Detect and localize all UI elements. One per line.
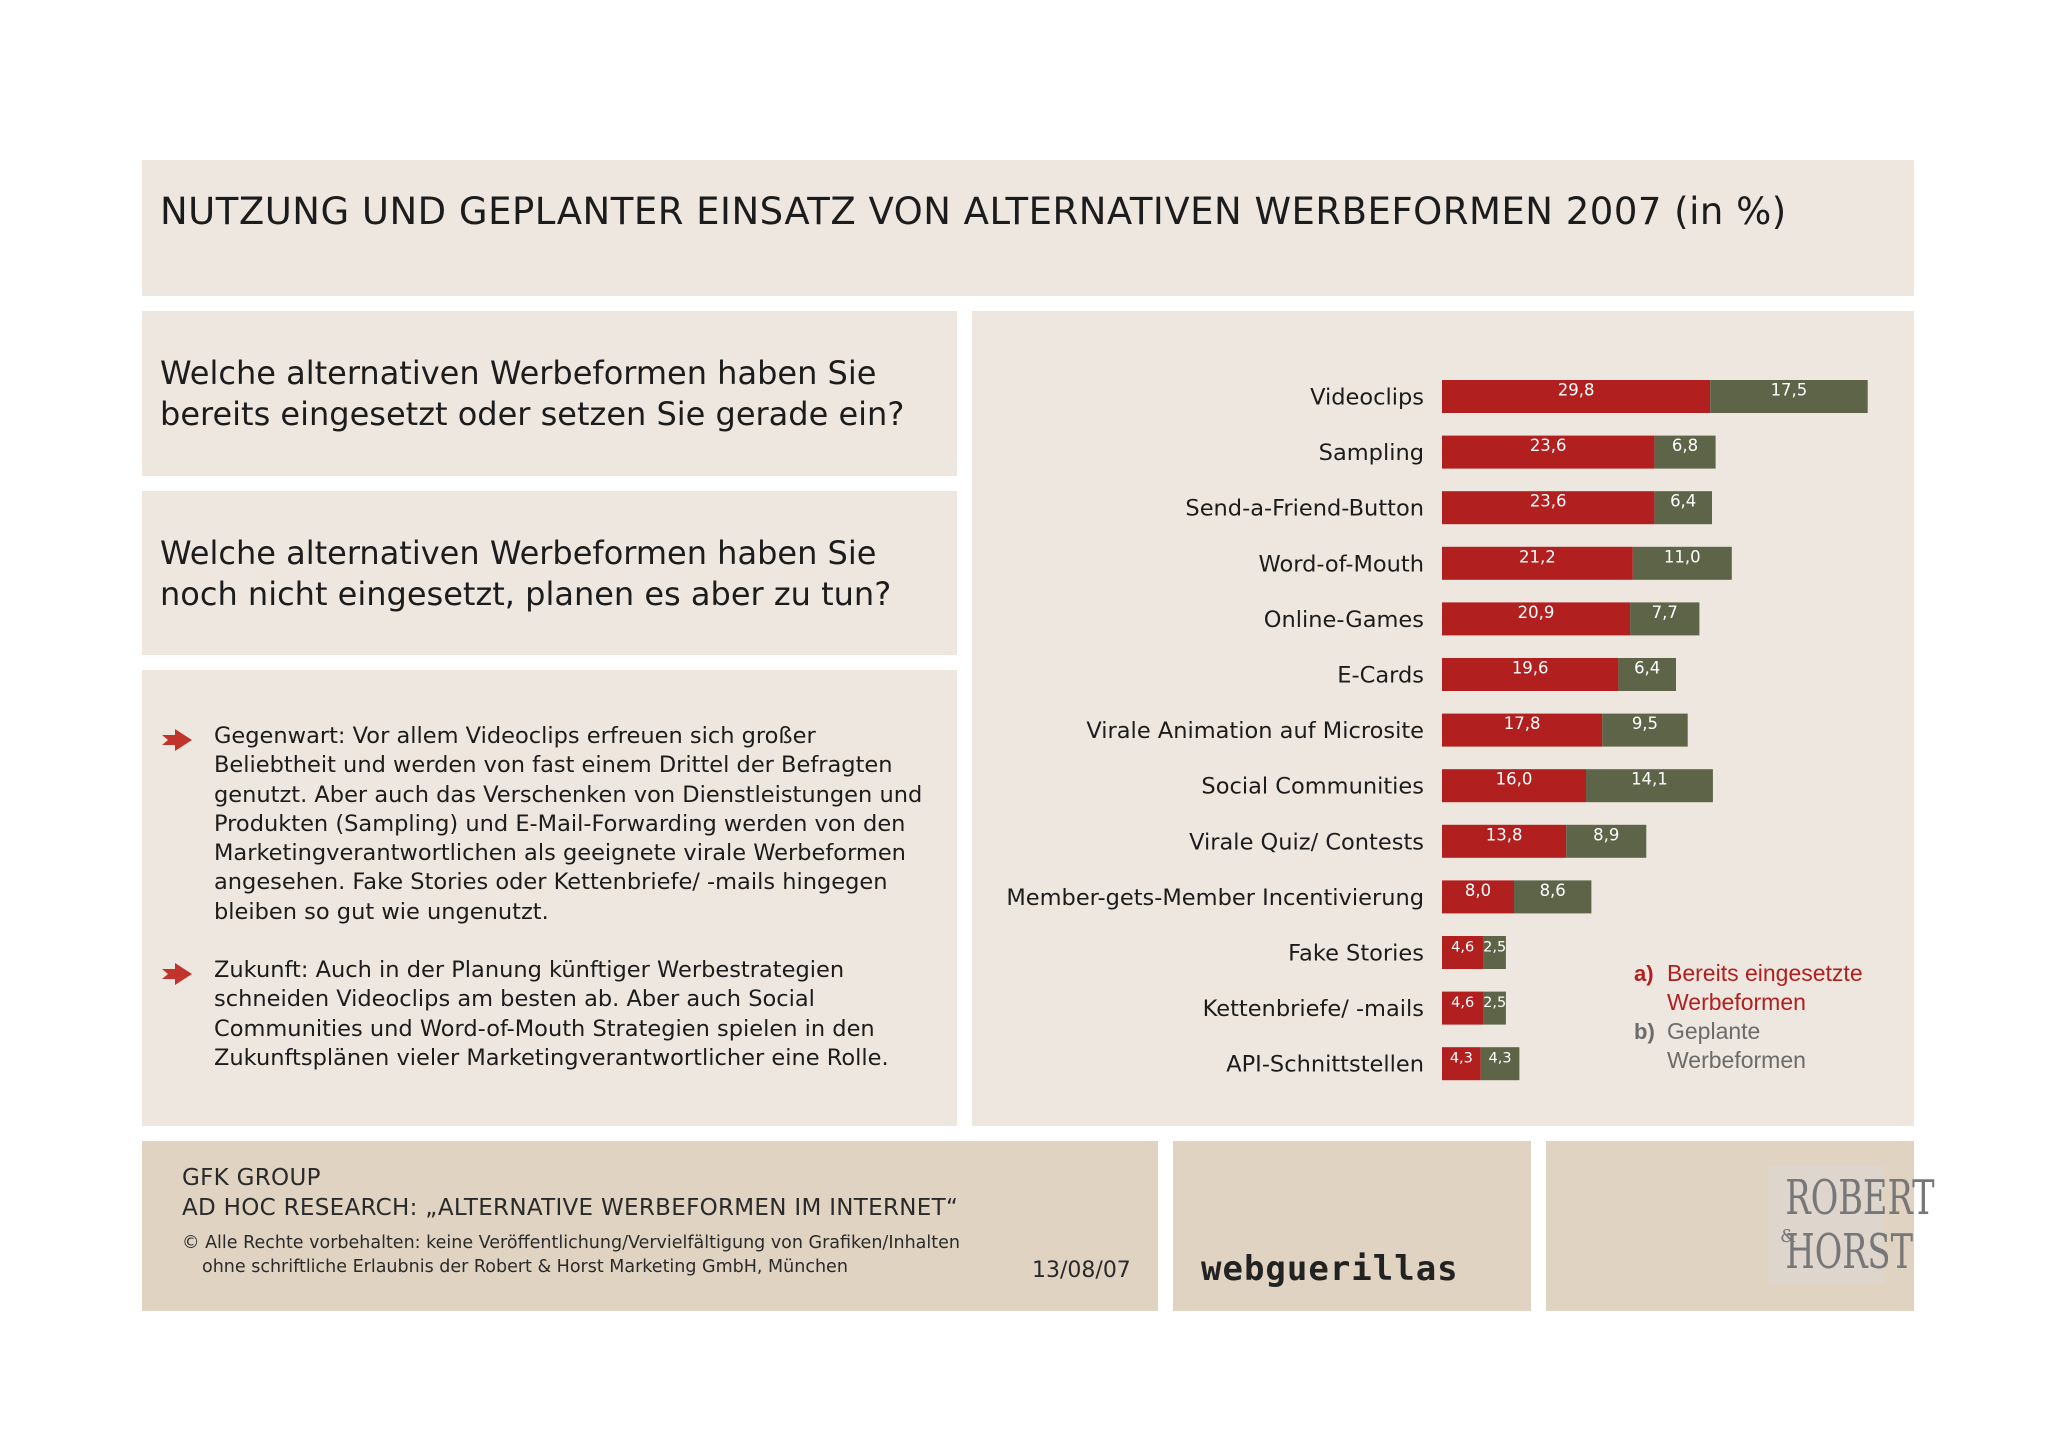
bar-series-a [1442,880,1514,914]
bar-series-b [1483,936,1506,969]
question-2-panel: Welche alternativen Werbeformen haben Si… [142,491,957,655]
data-label-series-a: 23,6 [1530,492,1567,511]
data-label-series-b: 8,9 [1593,825,1619,844]
data-label-series-b: 14,1 [1631,770,1668,789]
legend-marker-b: b) [1634,1019,1655,1044]
footer-date: 13/08/07 [1032,1258,1131,1283]
data-label-series-b: 6,4 [1670,492,1696,511]
footer-brand-panel: ROBERT & HORST [1546,1141,1935,1311]
category-label: Fake Stories [1288,941,1424,967]
category-label: Virale Animation auf Microsite [1086,718,1424,744]
bar-series-a [1442,991,1484,1025]
robert-horst-logo: ROBERT & HORST [1768,1166,1935,1284]
data-label-series-b: 9,5 [1632,714,1658,733]
data-label-series-b: 4,3 [1489,1051,1512,1067]
bar-series-a [1442,658,1619,691]
footer-partner-panel: webguerillas [1173,1141,1531,1311]
bar-series-b [1654,491,1712,525]
data-label-series-b: 8,6 [1540,881,1566,900]
logo-ampersand: & [1780,1226,1797,1247]
data-label-series-a: 4,6 [1451,940,1474,956]
bar-series-a [1442,936,1484,969]
bar-series-b [1632,546,1732,580]
data-label-series-a: 29,8 [1558,381,1595,400]
footer-copyright-line-1: © Alle Rechte vorbehalten: keine Veröffe… [182,1233,960,1253]
bar-series-b [1514,880,1592,914]
bar-chart: Videoclips 29,8 17,5 Sampling 23,6 6,8 Send-a-… [1006,380,1868,1081]
bar-series-b [1630,602,1700,636]
category-label: Videoclips [1310,385,1424,411]
data-label-series-a: 20,9 [1518,603,1555,622]
data-label-series-b: 6,4 [1634,659,1660,678]
category-label: E-Cards [1337,663,1424,689]
category-label: Sampling [1319,440,1424,466]
bar-series-a [1442,380,1711,413]
footer-source-panel: GFK GROUP AD HOC RESEARCH: „ALTERNATIVE … [142,1141,1158,1311]
category-label: API-Schnittstellen [1226,1052,1424,1078]
category-label: Send-a-Friend-Button [1185,496,1424,522]
bar-series-b [1710,380,1868,413]
summary-bullet-text: Gegenwart: Vor allem Videoclips erfreuen… [214,723,923,925]
data-label-series-a: 8,0 [1465,881,1491,900]
data-label-series-b: 2,5 [1483,995,1506,1011]
arrow-bullet-icon [162,963,192,985]
data-label-series-b: 11,0 [1664,547,1701,566]
question-1-panel: Welche alternativen Werbeformen haben Si… [142,311,957,476]
data-label-series-a: 23,6 [1530,436,1567,455]
question-2-text: Welche alternativen Werbeformen haben Si… [160,534,892,613]
data-label-series-b: 7,7 [1652,603,1678,622]
data-label-series-b: 2,5 [1483,940,1506,956]
bar-series-a [1442,602,1631,636]
category-label: Word-of-Mouth [1259,551,1424,577]
bar-series-a [1442,713,1603,747]
category-label: Social Communities [1201,774,1424,800]
category-label: Virale Quiz/ Contests [1189,829,1424,855]
footer-org: GFK GROUP [182,1165,321,1191]
category-label: Member-gets-Member Incentivierung [1006,885,1424,911]
footer-study-title: AD HOC RESEARCH: „ALTERNATIVE WERBEFORME… [182,1195,959,1221]
bar-series-a [1442,1047,1481,1081]
bar-series-b [1602,713,1688,747]
category-label: Online-Games [1264,607,1424,633]
page-title: NUTZUNG UND GEPLANTER EINSATZ VON ALTERN… [160,190,1787,233]
legend-label-a: Werbeformen [1667,989,1806,1015]
arrow-bullet-icon [162,729,192,751]
summary-bullet-text: Zukunft: Auch in der Planung künftiger W… [214,957,889,1071]
legend-label-a: Bereits eingesetzte [1667,960,1863,986]
bar-series-b [1654,435,1716,469]
summary-panel: Gegenwart: Vor allem Videoclips erfreuen… [142,670,957,1126]
data-label-series-a: 13,8 [1486,825,1523,844]
bar-series-b [1480,1047,1520,1081]
bar-series-b [1618,658,1676,691]
bar-series-a [1442,491,1655,525]
bar-series-a [1442,546,1633,580]
footer-copyright-line-2: ohne schriftliche Erlaubnis der Robert &… [202,1257,848,1277]
bar-series-a [1442,769,1586,803]
data-label-series-a: 19,6 [1512,659,1549,678]
data-label-series-a: 21,2 [1519,547,1556,566]
data-label-series-b: 6,8 [1672,436,1698,455]
legend-label-b: Geplante [1667,1018,1760,1044]
bar-series-a [1442,435,1655,469]
chart-panel: Videoclips 29,8 17,5 Sampling 23,6 6,8 Send-a-… [972,311,1914,1126]
logo-line-robert: ROBERT [1785,1170,1935,1226]
bar-series-b [1483,991,1506,1025]
question-1-text: Welche alternativen Werbeformen haben Si… [160,354,905,433]
bar-series-b [1586,769,1713,803]
data-label-series-a: 4,3 [1450,1051,1473,1067]
bar-series-b [1566,824,1647,858]
data-label-series-a: 4,6 [1451,995,1474,1011]
category-label: Kettenbriefe/ -mails [1203,996,1424,1022]
title-panel: NUTZUNG UND GEPLANTER EINSATZ VON ALTERN… [142,160,1914,296]
data-label-series-a: 17,8 [1504,714,1541,733]
logo-line-horst: HORST [1785,1224,1913,1280]
data-label-series-b: 17,5 [1771,381,1808,400]
webguerillas-logo: webguerillas [1201,1249,1459,1289]
bar-series-a [1442,824,1567,858]
data-label-series-a: 16,0 [1496,770,1533,789]
legend-label-b: Werbeformen [1667,1047,1806,1073]
legend-marker-a: a) [1634,961,1654,986]
